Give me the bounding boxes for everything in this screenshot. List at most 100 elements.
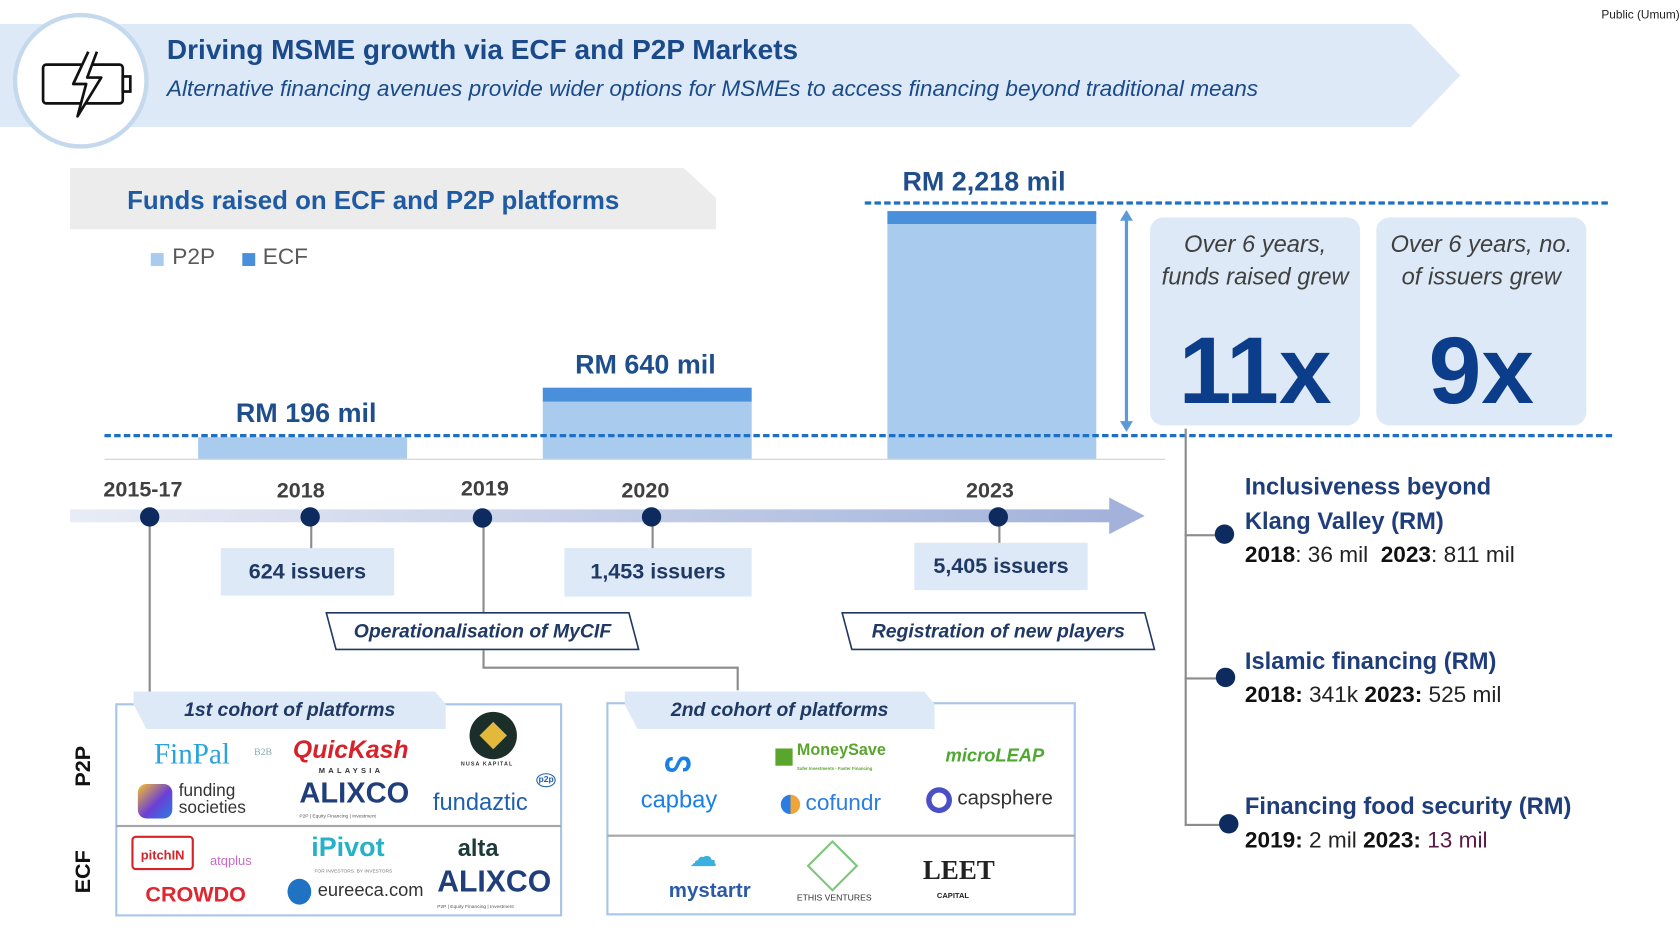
- connector-line: [651, 516, 654, 550]
- highlight-islamic: Islamic financing (RM) 2018: 341k 2023: …: [1245, 644, 1502, 713]
- page-title: Driving MSME growth via ECF and P2P Mark…: [166, 33, 799, 66]
- highlight-connector: [1184, 677, 1224, 679]
- highlight-dot: [1215, 667, 1236, 688]
- year: 2018: [1244, 542, 1296, 568]
- data-label-2020: RM 640 mil: [575, 349, 716, 381]
- issuer-count-2020: 1,453 issuers: [564, 548, 752, 597]
- ecf-row-label: ECF: [71, 850, 96, 894]
- highlight-connector: [1184, 823, 1224, 826]
- chart-baseline: [104, 458, 1166, 460]
- value: : 36 mil: [1295, 542, 1369, 568]
- value: 525 mil: [1422, 682, 1502, 708]
- timeline-dot: [988, 507, 1008, 527]
- divider: [116, 824, 562, 827]
- capsphere-logo: capsphere: [957, 787, 1053, 810]
- mystartr-logo: mystartr: [668, 879, 751, 903]
- highlight-title: Inclusiveness beyond: [1244, 472, 1492, 500]
- year: 2019:: [1244, 828, 1303, 853]
- quickash-logo: QuicKash: [292, 735, 409, 764]
- leet-capital-logo-sub: CAPITAL: [936, 892, 970, 901]
- ipivot-logo-sub: FOR INVESTORS. BY INVESTORS: [314, 867, 393, 874]
- second-cohort-tab: 2nd cohort of platforms: [624, 691, 935, 730]
- funding-societies-logo-icon: [137, 783, 173, 819]
- cofundr-logo: cofundr: [805, 790, 881, 816]
- highlight-dot: [1219, 814, 1239, 834]
- year-label: 2019: [460, 477, 509, 501]
- year: 2023:: [1364, 682, 1423, 708]
- highlight-connector: [1184, 428, 1187, 825]
- year-label: 2020: [621, 479, 670, 503]
- microleap-logo: microLEAP: [945, 745, 1045, 766]
- chart-title: Funds raised on ECF and P2P platforms: [127, 186, 620, 216]
- event-mycif: Operationalisation of MyCIF: [325, 611, 640, 651]
- eureeca-logo: eureeca.com: [317, 879, 424, 901]
- stat-value: 9x: [1428, 316, 1535, 424]
- dashed-line-bottom: [104, 433, 1613, 438]
- bar-p2p-2023: [887, 224, 1097, 459]
- highlight-connector: [1184, 534, 1224, 536]
- connector-line: [482, 650, 485, 668]
- connector-line: [482, 666, 738, 669]
- highlight-dot: [1214, 524, 1235, 544]
- classification-label: Public (Umum): [1601, 8, 1680, 22]
- fundaztic-logo: fundaztic: [432, 788, 528, 816]
- stat-value: 11x: [1178, 316, 1332, 424]
- alixco-ecf-logo: ALIXCO: [437, 864, 552, 899]
- value: 13 mil: [1420, 828, 1488, 853]
- nusa-kapital-logo-icon: [469, 711, 517, 760]
- bar-ecf-2023: [887, 211, 1097, 225]
- battery-charging-icon: [41, 51, 132, 118]
- highlight-food-security: Financing food security (RM) 2019: 2 mil…: [1245, 789, 1571, 858]
- timeline-dot: [641, 507, 662, 527]
- timeline-arrow: [69, 497, 1145, 535]
- highlight-title: Islamic financing (RM): [1244, 647, 1497, 675]
- atqplus-logo: atqplus: [209, 852, 252, 868]
- alixco-logo: ALIXCO: [299, 776, 410, 809]
- page-subtitle: Alternative financing avenues provide wi…: [166, 76, 1259, 102]
- event-label: Operationalisation of MyCIF: [353, 619, 612, 642]
- logo-text: societies: [178, 799, 246, 818]
- connector-line: [998, 516, 1000, 544]
- year: 2023: [1380, 542, 1432, 568]
- year-label: 2015-17: [103, 478, 183, 502]
- data-label-2023: RM 2,218 mil: [902, 166, 1066, 198]
- alixco-logo-sub: P2P | Equity Financing | Investment: [299, 813, 376, 819]
- data-label-2018: RM 196 mil: [235, 398, 377, 429]
- event-label: Registration of new players: [871, 619, 1125, 642]
- issuer-count-2023: 5,405 issuers: [914, 542, 1088, 591]
- logo-text: funding: [178, 781, 236, 801]
- legend-ecf: ECF: [262, 244, 308, 270]
- mystartr-cloud-icon: ☁: [689, 839, 718, 873]
- capbay-logo: capbay: [640, 786, 718, 814]
- moneysave-logo: MoneySave: [796, 740, 886, 760]
- chart-title-box: [69, 167, 717, 230]
- bar-ecf-2020: [542, 387, 752, 402]
- leet-capital-logo: LEET: [922, 856, 995, 886]
- connector-line: [148, 516, 151, 693]
- moneysave-logo-sub: Safer Investments · Faster Financing: [796, 765, 873, 772]
- value: : 811 mil: [1431, 542, 1515, 568]
- finpal-logo: FinPal: [153, 737, 230, 770]
- stat-card-issuers: Over 6 years, no. of issuers grew 9x: [1376, 217, 1587, 426]
- highlight-title: Klang Valley (RM): [1244, 507, 1444, 535]
- value: 341k: [1302, 682, 1365, 708]
- legend-p2p: P2P: [172, 244, 216, 270]
- header-icon-circle: [12, 12, 149, 149]
- bar-p2p-2020: [542, 401, 752, 459]
- fundaztic-p2p-badge: p2p: [536, 773, 556, 788]
- header-banner: [0, 23, 1461, 128]
- divider: [607, 834, 1075, 837]
- issuer-count-2018: 624 issuers: [220, 548, 395, 596]
- timeline-dot: [472, 508, 493, 528]
- eureeca-logo-icon: [287, 878, 312, 905]
- alixco-ecf-logo-sub: P2P | Equity Financing | Investment: [437, 903, 514, 909]
- capbay-logo-icon: ᔕ: [664, 744, 692, 778]
- stat-caption: Over 6 years,: [1184, 230, 1327, 258]
- pitchin-logo: pitchIN: [131, 835, 194, 871]
- connector-line: [310, 516, 312, 550]
- crowdo-logo: CROWDO: [145, 883, 246, 907]
- year-label: 2023: [965, 479, 1014, 503]
- growth-double-arrow-icon: [1119, 209, 1133, 432]
- nusa-kapital-logo: NUSA KAPITAL: [460, 761, 514, 768]
